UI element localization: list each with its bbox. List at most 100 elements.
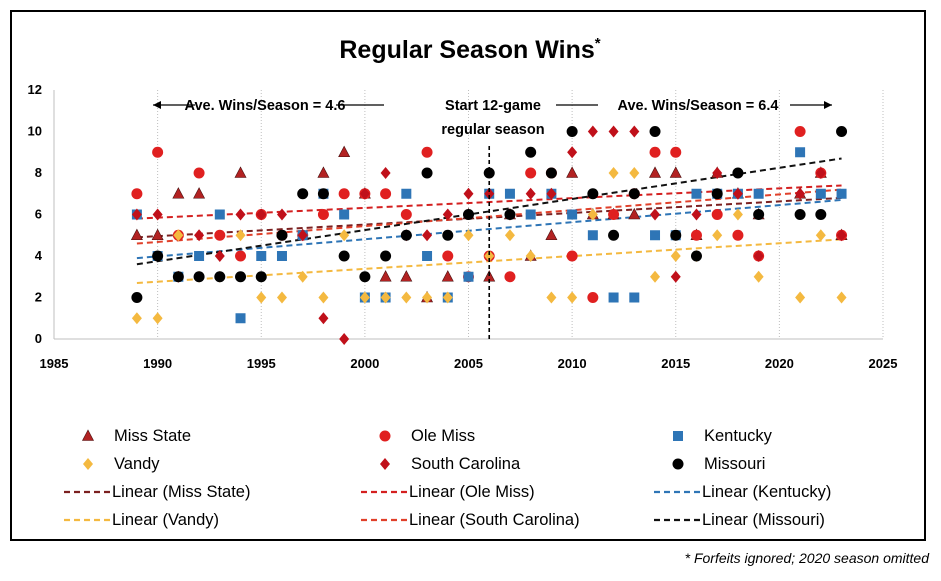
x-tick-label: 2010 bbox=[558, 356, 587, 371]
point-missouri bbox=[836, 126, 848, 137]
point-south-carolina bbox=[131, 208, 142, 221]
point-vandy bbox=[629, 167, 640, 179]
point-vandy bbox=[463, 229, 474, 242]
legend-marker-ole-miss bbox=[379, 430, 391, 442]
annotations: Ave. Wins/Season = 4.6 Start 12-game reg… bbox=[153, 98, 832, 339]
point-ole-miss bbox=[794, 126, 806, 137]
point-vandy bbox=[567, 291, 578, 304]
point-kentucky bbox=[629, 292, 640, 303]
point-south-carolina bbox=[629, 125, 640, 138]
point-miss-state bbox=[649, 166, 662, 178]
point-ole-miss bbox=[193, 167, 205, 179]
point-ole-miss bbox=[566, 250, 578, 262]
point-vandy bbox=[712, 229, 723, 242]
point-south-carolina bbox=[567, 146, 578, 159]
point-missouri bbox=[649, 126, 661, 137]
point-kentucky bbox=[525, 209, 536, 220]
point-miss-state bbox=[379, 270, 392, 282]
legend-label-vandy: Vandy bbox=[114, 455, 160, 473]
point-south-carolina bbox=[297, 229, 308, 242]
point-south-carolina bbox=[339, 333, 350, 345]
point-missouri bbox=[400, 229, 412, 241]
point-vandy bbox=[836, 291, 847, 304]
legend-trend-label-ole-miss: Linear (Ole Miss) bbox=[409, 483, 535, 501]
point-vandy bbox=[359, 291, 370, 304]
point-missouri bbox=[628, 188, 640, 200]
point-missouri bbox=[711, 188, 723, 200]
point-vandy bbox=[442, 291, 453, 304]
point-kentucky bbox=[836, 188, 847, 199]
x-tick-label: 2000 bbox=[350, 356, 379, 371]
point-vandy bbox=[608, 167, 619, 179]
legend-trend-label-vandy: Linear (Vandy) bbox=[112, 511, 219, 529]
point-missouri bbox=[317, 188, 329, 200]
point-kentucky bbox=[815, 188, 826, 199]
point-ole-miss bbox=[608, 209, 620, 220]
right-arrowhead bbox=[824, 101, 832, 109]
point-ole-miss bbox=[400, 209, 412, 220]
legend-marker-south-carolina bbox=[380, 458, 390, 470]
point-kentucky bbox=[401, 188, 412, 199]
left-arrowhead bbox=[153, 101, 161, 109]
point-kentucky bbox=[194, 251, 205, 261]
point-vandy bbox=[753, 270, 764, 283]
y-tick-label: 4 bbox=[35, 248, 43, 263]
legend-label-kentucky: Kentucky bbox=[704, 427, 773, 445]
point-ole-miss bbox=[732, 229, 744, 241]
start-12-game-label: Start 12-game bbox=[445, 98, 541, 114]
point-south-carolina bbox=[422, 229, 433, 242]
point-ole-miss bbox=[690, 229, 702, 241]
point-missouri bbox=[380, 250, 392, 262]
point-south-carolina bbox=[670, 270, 681, 283]
point-ole-miss bbox=[442, 250, 454, 262]
point-missouri bbox=[525, 146, 537, 158]
point-missouri bbox=[297, 188, 309, 200]
point-missouri bbox=[566, 126, 578, 137]
regular-season-label: regular season bbox=[441, 122, 544, 138]
point-south-carolina bbox=[442, 208, 453, 221]
point-south-carolina bbox=[732, 187, 743, 200]
point-ole-miss bbox=[131, 188, 143, 200]
point-vandy bbox=[235, 229, 246, 242]
x-tick-label: 1985 bbox=[40, 356, 69, 371]
point-vandy bbox=[318, 291, 329, 304]
point-kentucky bbox=[339, 209, 350, 220]
point-missouri bbox=[670, 229, 682, 241]
point-south-carolina bbox=[525, 187, 536, 200]
point-south-carolina bbox=[194, 229, 205, 242]
point-south-carolina bbox=[256, 208, 267, 221]
point-miss-state bbox=[193, 187, 206, 199]
point-missouri bbox=[255, 271, 267, 283]
point-south-carolina bbox=[152, 208, 163, 221]
point-south-carolina bbox=[795, 187, 806, 200]
point-miss-state bbox=[628, 207, 641, 220]
point-missouri bbox=[587, 188, 599, 200]
point-vandy bbox=[152, 312, 163, 325]
x-tick-label: 1995 bbox=[247, 356, 276, 371]
point-vandy bbox=[401, 291, 412, 304]
point-vandy bbox=[339, 229, 350, 242]
left-average-label: Ave. Wins/Season = 4.6 bbox=[185, 98, 346, 114]
point-south-carolina bbox=[463, 187, 474, 200]
point-kentucky bbox=[214, 209, 225, 220]
point-missouri bbox=[463, 209, 474, 220]
legend-label-ole-miss: Ole Miss bbox=[411, 427, 475, 445]
point-south-carolina bbox=[318, 312, 329, 325]
point-vandy bbox=[504, 229, 515, 242]
legend-marker-kentucky bbox=[673, 431, 683, 441]
point-miss-state bbox=[669, 166, 682, 178]
point-vandy bbox=[546, 291, 557, 304]
point-missouri bbox=[442, 229, 454, 241]
point-south-carolina bbox=[691, 208, 702, 221]
point-missouri bbox=[172, 271, 184, 283]
point-ole-miss bbox=[380, 188, 392, 200]
y-tick-label: 6 bbox=[35, 207, 42, 222]
point-south-carolina bbox=[235, 208, 246, 221]
point-vandy bbox=[670, 250, 681, 262]
point-missouri bbox=[483, 167, 495, 179]
point-missouri bbox=[421, 167, 433, 179]
point-ole-miss bbox=[587, 292, 599, 303]
legend-marker-missouri bbox=[672, 458, 684, 470]
point-kentucky bbox=[587, 230, 598, 241]
point-missouri bbox=[608, 229, 620, 241]
